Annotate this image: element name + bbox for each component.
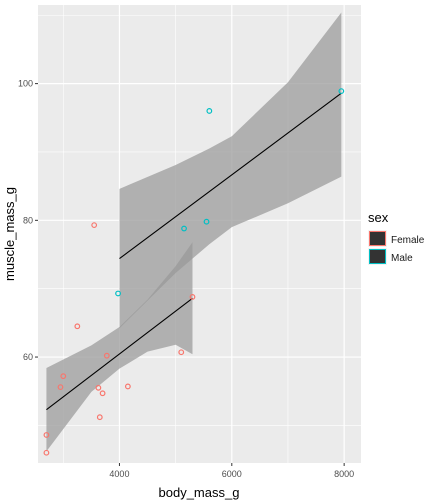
- legend: sex Female Male: [368, 210, 425, 265]
- legend-swatch-male: [369, 249, 386, 264]
- regression-line-male: [119, 92, 342, 260]
- legend-title: sex: [368, 210, 389, 225]
- data-point-female: [74, 323, 81, 330]
- x-tick-label: 8000: [334, 469, 354, 479]
- regression-lines: [46, 92, 342, 411]
- y-tick-label: 80: [23, 215, 33, 225]
- x-axis-label: body_mass_g: [159, 485, 240, 500]
- data-point-female: [189, 293, 196, 300]
- confidence-band-male: [119, 12, 342, 329]
- legend-swatch-female: [369, 231, 386, 246]
- data-point-male: [181, 225, 187, 232]
- y-axis-ticks: 60 80 100: [18, 79, 38, 362]
- x-axis-ticks: 4000 6000 8000: [109, 463, 354, 479]
- y-tick-label: 60: [23, 352, 33, 362]
- data-points: [43, 88, 345, 456]
- data-point-male: [203, 218, 210, 225]
- data-point-female: [60, 373, 67, 380]
- y-tick-label: 100: [18, 79, 33, 89]
- x-tick-label: 6000: [222, 469, 242, 479]
- data-point-female: [95, 384, 102, 391]
- data-point-female: [178, 349, 185, 356]
- data-point-female: [91, 222, 98, 229]
- data-point-female: [99, 390, 106, 397]
- data-point-male: [338, 88, 345, 95]
- confidence-bands: [46, 12, 342, 452]
- legend-label-male: Male: [391, 253, 413, 264]
- data-point-female: [43, 432, 50, 438]
- y-axis-label: muscle_mass_g: [2, 187, 17, 281]
- data-point-male: [115, 290, 121, 297]
- confidence-band-female: [46, 242, 193, 452]
- data-point-female: [103, 352, 110, 359]
- data-point-female: [96, 414, 103, 421]
- data-point-female: [43, 449, 50, 456]
- data-point-male: [206, 108, 213, 114]
- data-point-female: [57, 384, 64, 391]
- legend-label-female: Female: [391, 235, 425, 246]
- x-tick-label: 4000: [109, 469, 129, 479]
- regression-line-female: [46, 297, 193, 411]
- data-point-female: [124, 383, 131, 390]
